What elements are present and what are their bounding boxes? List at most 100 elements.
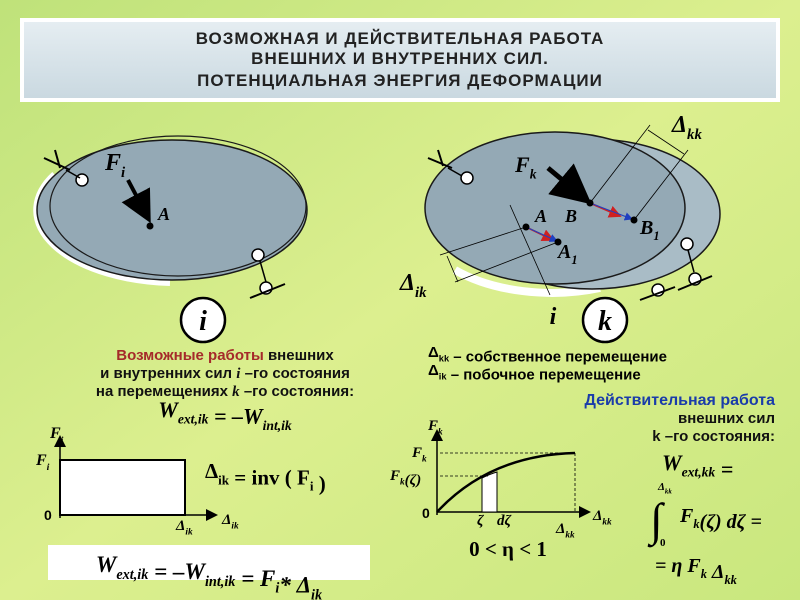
formula-subscript: i — [121, 165, 126, 181]
state-label: i — [550, 304, 557, 330]
formula-subscript: kk — [724, 573, 737, 587]
delta-label: Δkk — [671, 112, 702, 143]
description-line: и внутренних сил i –го состояния — [100, 365, 350, 382]
formula-part: W — [96, 552, 118, 577]
formula-subscript: i — [61, 435, 64, 446]
formula-part: Δ — [707, 561, 725, 583]
formula-subscript: kk — [687, 127, 702, 143]
level-label: Fk(ζ) — [389, 468, 421, 489]
dzeta-label: dζ — [497, 513, 513, 529]
formula-part: Δ — [221, 512, 231, 528]
point-label: A1 — [556, 241, 578, 267]
integral-upper: Δkk — [657, 481, 672, 495]
formula-part: = –W — [148, 559, 206, 584]
formula-part: Δ — [428, 362, 439, 379]
tick-label: Δik — [175, 518, 193, 538]
formula-part: (ζ) dζ = — [700, 511, 762, 533]
formula-subscript: ik — [185, 528, 193, 538]
state-label: i — [199, 306, 207, 337]
integral-sign: ∫ — [647, 494, 665, 548]
formula-part: (ζ) — [405, 473, 422, 489]
origin-label: 0 — [422, 505, 430, 521]
formula-subscript: kk — [665, 488, 672, 495]
level-label: Fk — [411, 445, 427, 465]
inverse-relation: Δik = inv ( Fi ) — [205, 459, 326, 496]
formula-part: Δ — [592, 508, 602, 524]
right-body — [424, 124, 721, 344]
formula-part: = — [715, 457, 733, 482]
zeta-label: ζ — [477, 513, 485, 529]
formula-part: F — [389, 468, 400, 484]
header-line: ВНЕШНИХ И ВНУТРЕННИХ СИЛ. — [251, 49, 549, 68]
formula-part: = F — [235, 566, 275, 591]
description-part: и внутренних сил — [100, 365, 236, 382]
right-graph — [431, 429, 591, 518]
formula-subscript: int,ik — [205, 574, 236, 590]
header-line: ПОТЕНЦИАЛЬНАЯ ЭНЕРГИЯ ДЕФОРМАЦИИ — [197, 71, 603, 90]
formula-subscript: k — [530, 167, 537, 182]
formula-part: Δ — [657, 481, 665, 493]
point-label: A — [534, 206, 547, 226]
formula-subscript: ext,ik — [178, 412, 209, 427]
description-part: Возможные работы — [116, 347, 263, 364]
formula-subscript: k — [701, 567, 708, 581]
state-label: k — [598, 306, 612, 337]
description-part: внешних — [264, 347, 335, 364]
formula-subscript: k — [438, 428, 443, 438]
integral-lower: 0 — [660, 537, 666, 549]
formula-part: = –W — [208, 404, 264, 429]
header-band — [20, 18, 780, 102]
formula-part: W — [662, 450, 683, 475]
formula-part: F — [514, 152, 530, 177]
description-part: k — [232, 384, 240, 400]
formula-part: Δ — [555, 521, 565, 537]
formula-subscript: kk — [602, 518, 612, 528]
formula-subscript: k — [422, 455, 427, 465]
axis-label: Δkk — [592, 508, 612, 528]
formula-part: A — [556, 241, 571, 263]
formula-part: = inv ( F — [229, 465, 310, 489]
work-relation: Wext,ik = –Wint,ik — [158, 397, 292, 433]
formula-part: F — [35, 452, 47, 469]
formula-part: F — [104, 150, 121, 176]
formula-part: Δ — [205, 459, 218, 483]
formula-part: – побочное перемещение — [447, 367, 641, 384]
formula-part: B — [639, 217, 653, 239]
formula-part: F — [49, 425, 61, 442]
formula-part: – собственное перемещение — [449, 349, 667, 366]
level-label: Fi — [35, 452, 50, 473]
formula-subscript: int,ik — [263, 418, 292, 433]
force-label: Fi — [104, 150, 126, 181]
formula-part: Δ — [428, 344, 439, 361]
formula-subscript: ext,ik — [116, 567, 149, 583]
formula-subscript: ext,kk — [682, 465, 716, 480]
formula-subscript: ik — [439, 372, 448, 382]
work-title: Действительная работа — [585, 392, 776, 409]
formula-subscript: k — [693, 517, 700, 531]
formula-subscript: i — [310, 479, 314, 494]
axis-label: Fi — [49, 425, 64, 446]
formula-subscript: 1 — [653, 229, 659, 243]
formula-subscript: i — [47, 462, 50, 473]
work-subtitle: k –го состояния: — [652, 428, 775, 445]
formula-box — [48, 545, 370, 580]
work-formula: Wext,ik = –Wint,ik = Fi* Δik — [96, 552, 323, 600]
legend-line: Δik – побочное перемещение — [428, 362, 641, 384]
formula-subscript: kk — [439, 354, 450, 364]
description-part: на перемещениях — [96, 383, 232, 400]
legend-line: Δkk – собственное перемещение — [428, 344, 667, 366]
formula-part: F — [411, 445, 422, 461]
integral-lhs: Wext,kk = — [662, 450, 733, 482]
formula-subscript: kk — [565, 531, 575, 541]
integrand: Fk(ζ) dζ = — [679, 505, 762, 533]
work-subtitle: внешних сил — [678, 410, 775, 427]
point-label: B — [564, 206, 577, 226]
formula-part: ) — [313, 472, 325, 496]
formula-subscript: 1 — [571, 253, 577, 267]
formula-part: F — [427, 418, 438, 434]
integral-result: = η Fk Δkk — [655, 555, 738, 587]
eta-label: 0 < η < 1 — [469, 537, 547, 561]
formula-subscript: ik — [311, 588, 323, 600]
